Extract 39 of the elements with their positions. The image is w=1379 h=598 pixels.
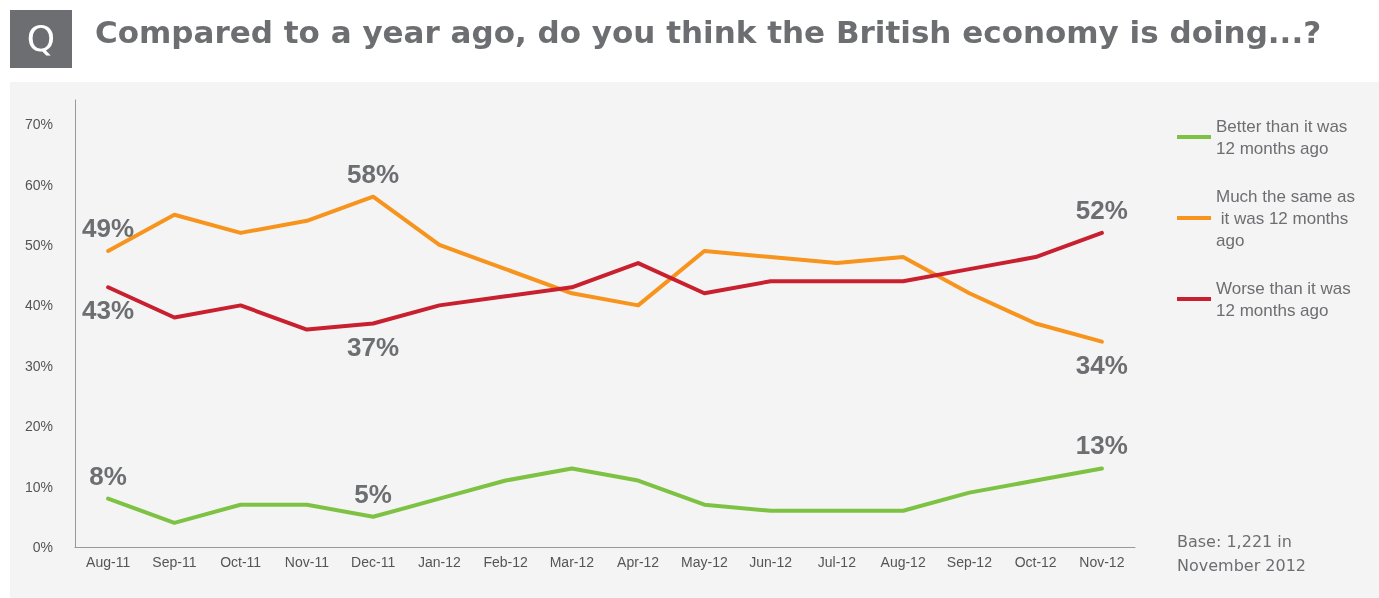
y-tick-label: 20% [24, 418, 53, 435]
x-tick-label: Jun-12 [749, 554, 793, 570]
x-tick-label: Sep-12 [946, 554, 993, 570]
text: Base: 1,221 in November 2012 [1177, 531, 1308, 577]
x-tick-label: May-12 [681, 554, 728, 570]
x-tick-label: Feb-12 [483, 554, 529, 570]
legend-label: Much the same as it was 12 months ago [1216, 186, 1355, 250]
x-tick-label: Mar-12 [549, 554, 595, 570]
data-label: 34% [1075, 349, 1128, 380]
y-tick-label: 50% [24, 236, 53, 253]
data-label: 8% [89, 460, 127, 491]
x-tick-label: Jan-12 [417, 554, 461, 570]
x-tick-label: Dec-11 [351, 554, 396, 570]
x-tick-label: Sep-11 [152, 554, 197, 570]
text: Q [10, 10, 72, 68]
legend-label: Worse than it was 12 months ago [1216, 278, 1356, 320]
x-tick-label: Oct-12 [1014, 554, 1057, 570]
chart-title: Compared to a year ago, do you think the British economy is doing...? [95, 14, 1322, 50]
x-tick-label: Aug-12 [880, 554, 926, 570]
x-tick-label: Oct-11 [220, 554, 262, 570]
legend-label: Better than it was 12 months ago [1216, 116, 1353, 158]
data-label: 43% [82, 295, 135, 326]
data-label: 13% [1075, 430, 1128, 461]
x-tick-label: Jul-12 [817, 554, 857, 570]
y-tick-label: 70% [24, 116, 53, 133]
x-tick-label: Nov-12 [1079, 554, 1125, 570]
data-label: 58% [347, 158, 400, 189]
x-tick-label: Apr-12 [617, 554, 660, 570]
data-label: 52% [1075, 194, 1128, 225]
y-tick-label: 30% [24, 357, 53, 374]
y-tick-label: 10% [24, 478, 53, 495]
y-tick-label: 60% [24, 176, 53, 193]
x-tick-label: Nov-11 [284, 554, 330, 570]
data-label: 37% [347, 331, 400, 362]
y-tick-label: 40% [24, 297, 53, 314]
data-label: 49% [82, 213, 135, 244]
x-tick-label: Aug-11 [86, 554, 131, 570]
y-tick-label: 0% [32, 539, 53, 555]
data-label: 5% [354, 478, 392, 509]
